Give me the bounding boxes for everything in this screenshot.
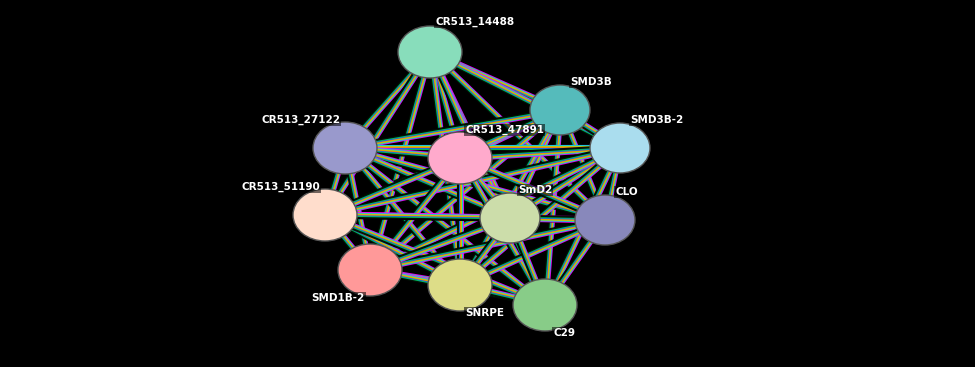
Text: SMD1B-2: SMD1B-2	[312, 293, 365, 303]
Text: CR513_51190: CR513_51190	[241, 182, 320, 192]
Text: SMD3B: SMD3B	[570, 77, 611, 87]
Ellipse shape	[313, 122, 377, 174]
Text: SNRPE: SNRPE	[465, 308, 504, 318]
Ellipse shape	[338, 244, 402, 296]
Text: SMD3B-2: SMD3B-2	[630, 115, 683, 125]
Text: SmD2: SmD2	[518, 185, 552, 195]
Ellipse shape	[590, 123, 650, 173]
Ellipse shape	[480, 193, 540, 243]
Text: C29: C29	[553, 328, 575, 338]
Ellipse shape	[398, 26, 462, 78]
Text: CLO: CLO	[615, 187, 638, 197]
Ellipse shape	[428, 132, 492, 184]
Ellipse shape	[293, 189, 357, 241]
Ellipse shape	[530, 85, 590, 135]
Text: CR513_47891: CR513_47891	[465, 125, 544, 135]
Ellipse shape	[575, 195, 635, 245]
Text: CR513_14488: CR513_14488	[435, 17, 514, 27]
Ellipse shape	[513, 279, 577, 331]
Text: CR513_27122: CR513_27122	[261, 115, 340, 125]
Ellipse shape	[428, 259, 492, 311]
